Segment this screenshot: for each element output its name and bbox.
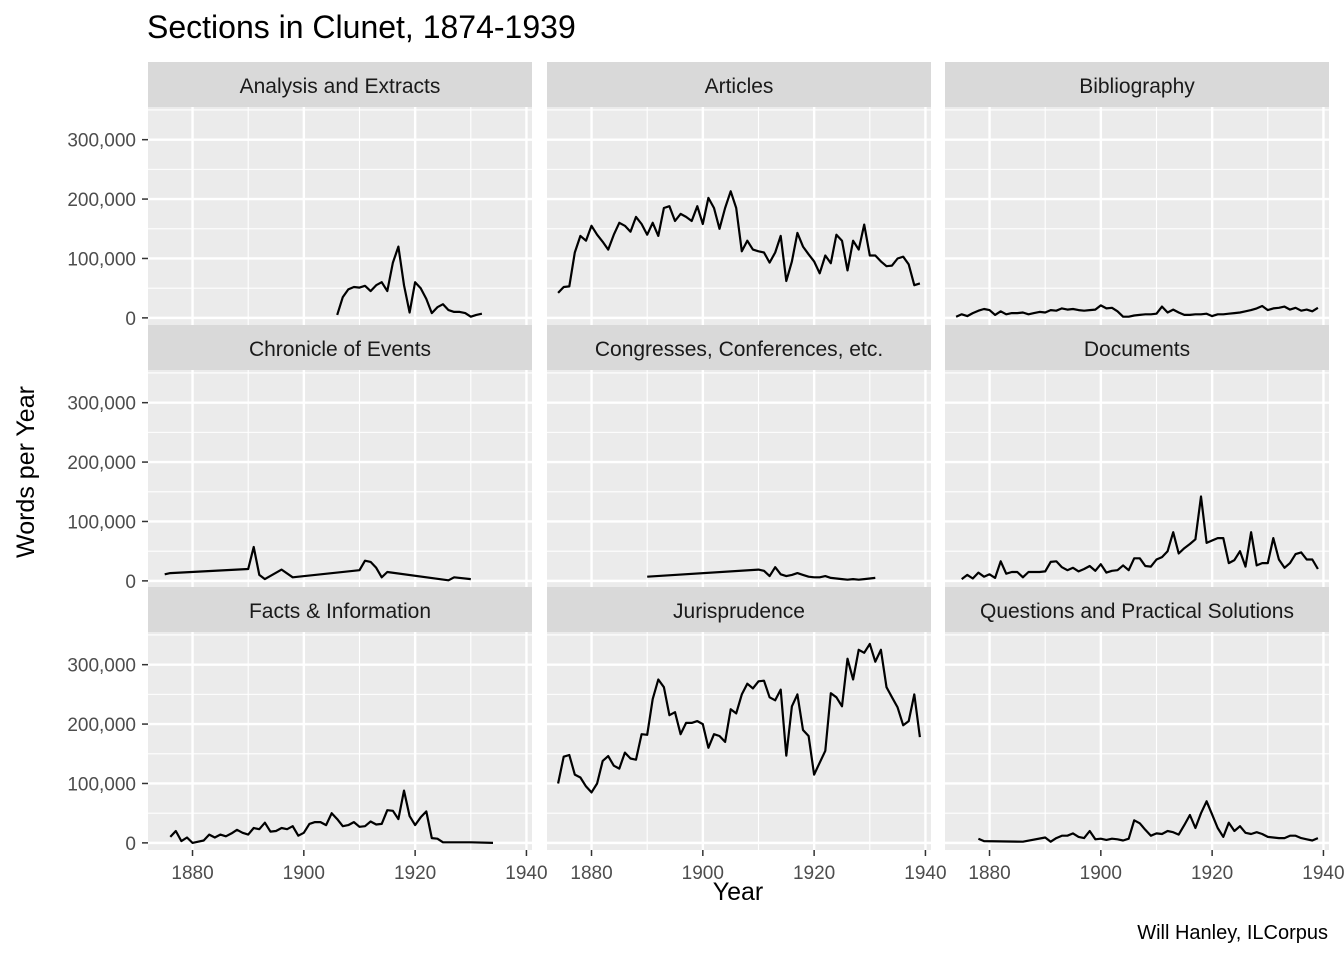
series-line-chronicle-of-events — [164, 545, 471, 582]
strip-label-articles: Articles — [705, 75, 774, 98]
y-tick-label: 100,000 — [67, 249, 136, 270]
series-line-documents — [961, 495, 1319, 580]
panel-documents: Documents — [945, 325, 1329, 588]
series-line-articles — [557, 190, 921, 294]
x-tick-label: 1880 — [171, 863, 213, 884]
chart-caption: Will Hanley, ILCorpus — [1137, 922, 1328, 944]
strip-label-documents: Documents — [1084, 338, 1190, 361]
strip-header — [945, 587, 1329, 632]
panel-articles: Articles — [547, 62, 931, 325]
x-axis-title: Year — [713, 878, 764, 906]
y-tick-label: 0 — [125, 309, 136, 330]
panel-bibliography: Bibliography — [945, 62, 1329, 325]
series-line-facts-information — [169, 789, 494, 845]
strip-label-jurisprudence: Jurisprudence — [673, 600, 805, 623]
x-tick-label: 1940 — [505, 863, 547, 884]
x-tick-label: 1880 — [570, 863, 612, 884]
strip-header — [945, 325, 1329, 370]
y-tick-label: 200,000 — [67, 453, 136, 474]
panel-analysis-and-extracts: Analysis and Extracts — [148, 62, 532, 325]
x-tick-label: 1920 — [793, 863, 835, 884]
gridlines — [945, 632, 1329, 850]
x-tick-label: 1920 — [394, 863, 436, 884]
y-tick-label: 0 — [125, 572, 136, 593]
chart-title: Sections in Clunet, 1874-1939 — [147, 9, 576, 45]
panel-facts-information: Facts & Information — [148, 587, 532, 850]
x-tick-label: 1940 — [904, 863, 946, 884]
strip-header — [547, 587, 931, 632]
y-tick-label: 100,000 — [67, 774, 136, 795]
x-tick-label: 1900 — [1080, 863, 1122, 884]
y-tick-label: 300,000 — [67, 131, 136, 152]
y-tick-label: 0 — [125, 834, 136, 855]
panels: Analysis and Extracts Articles Bibliograph… — [148, 62, 1329, 850]
gridlines — [148, 632, 532, 850]
gridlines — [148, 107, 532, 325]
strip-label-congresses-conferences-etc: Congresses, Conferences, etc. — [595, 338, 883, 361]
panel-jurisprudence: Jurisprudence — [547, 587, 931, 850]
axes: 0 100,000 200,000 300,000 0 100,000 200,000 300… — [67, 131, 1344, 884]
y-tick-label: 200,000 — [67, 715, 136, 736]
gridlines — [547, 107, 931, 325]
x-tick-label: 1900 — [682, 863, 724, 884]
y-tick-label: 200,000 — [67, 190, 136, 211]
x-tick-label: 1900 — [283, 863, 325, 884]
panel-questions-and-practical-solutions: Questions and Practical Solutions — [945, 587, 1329, 850]
panel-congresses-conferences-etc: Congresses, Conferences, etc. — [547, 325, 931, 588]
y-tick-label: 300,000 — [67, 394, 136, 415]
gridlines — [547, 632, 931, 850]
series-line-congresses-conferences-etc — [647, 566, 876, 581]
series-line-questions-and-practical-solutions — [977, 800, 1319, 843]
strip-header — [547, 62, 931, 107]
strip-header — [148, 325, 532, 370]
gridlines — [547, 370, 931, 588]
x-tick-label: 1880 — [968, 863, 1010, 884]
strip-label-facts-information: Facts & Information — [249, 600, 431, 623]
strip-header — [148, 587, 532, 632]
strip-label-analysis-and-extracts: Analysis and Extracts — [240, 75, 441, 98]
series-line-bibliography — [955, 304, 1319, 318]
series-line-analysis-and-extracts — [336, 245, 483, 318]
y-axis-title: Words per Year — [12, 386, 40, 558]
series-line-jurisprudence — [557, 642, 921, 794]
strip-header — [945, 62, 1329, 107]
x-tick-label: 1920 — [1191, 863, 1233, 884]
gridlines — [945, 370, 1329, 588]
panel-chronicle-of-events: Chronicle of Events — [148, 325, 532, 588]
strip-label-bibliography: Bibliography — [1079, 75, 1195, 98]
y-tick-label: 100,000 — [67, 512, 136, 533]
gridlines — [945, 107, 1329, 325]
strip-header — [148, 62, 532, 107]
strip-header — [547, 325, 931, 370]
strip-label-questions-and-practical-solutions: Questions and Practical Solutions — [980, 600, 1294, 623]
y-tick-label: 300,000 — [67, 656, 136, 677]
gridlines — [148, 370, 532, 588]
x-tick-label: 1940 — [1302, 863, 1344, 884]
strip-label-chronicle-of-events: Chronicle of Events — [249, 338, 431, 361]
